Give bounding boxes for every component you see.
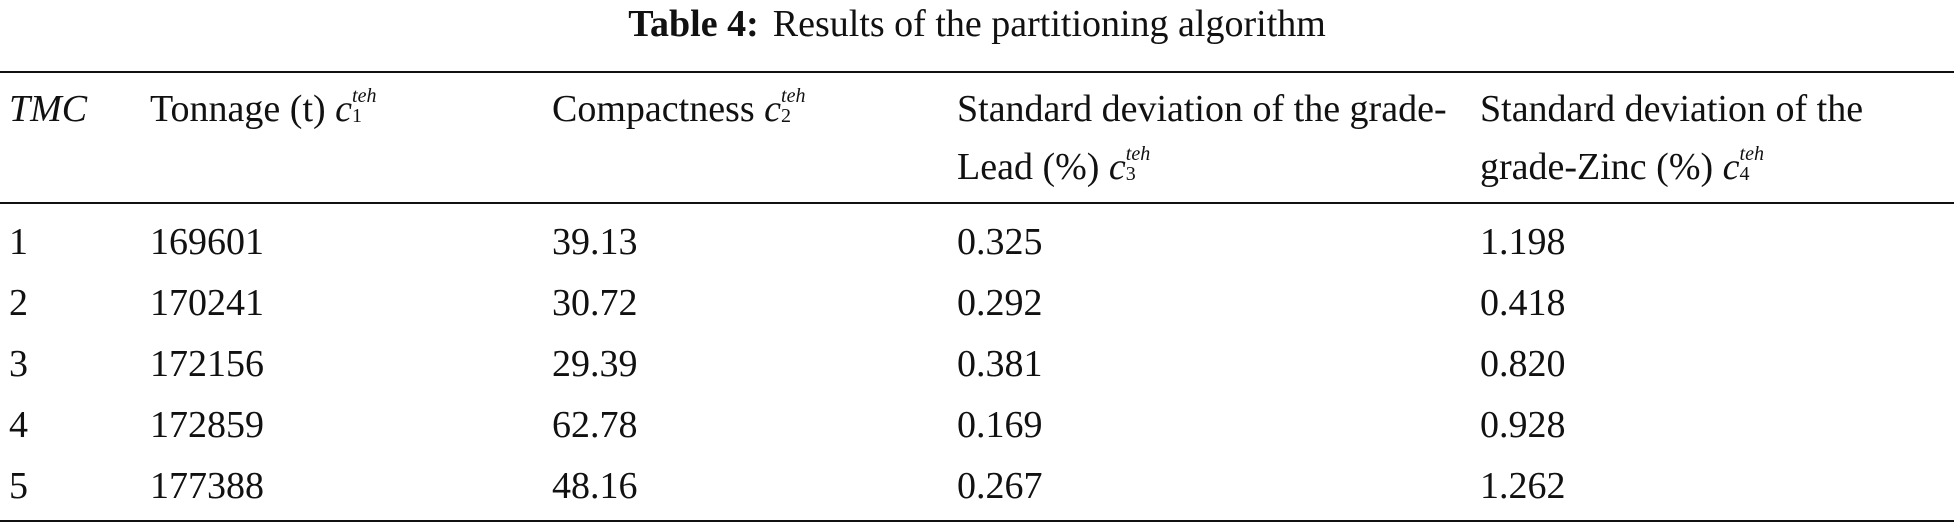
table-cell: 0.928 (1480, 404, 1566, 446)
mid-rule (0, 202, 1954, 204)
sub-sup: teh 2 (781, 86, 805, 126)
header-text: Standard deviation of the grade-Lead (%) (957, 88, 1447, 188)
header-symbol: c (1108, 146, 1126, 188)
table-cell: 0.267 (957, 465, 1043, 507)
header-cell: Compactness c teh 2 (552, 80, 942, 138)
table-cell: 0.325 (957, 221, 1043, 263)
table-cell: 172859 (150, 404, 264, 446)
caption-label: Table 4: (628, 3, 759, 45)
header-symbol: c (335, 88, 353, 130)
bottom-rule (0, 520, 1954, 522)
header-symbol: TMC (9, 88, 88, 130)
header-symbol: c (764, 88, 782, 130)
table-cell: 2 (9, 282, 28, 324)
table-cell: 177388 (150, 465, 264, 507)
header-symbol: c (1722, 146, 1740, 188)
table-cell: 0.292 (957, 282, 1043, 324)
top-rule (0, 71, 1954, 73)
table-cell: 172156 (150, 343, 264, 385)
table-cell: 1 (9, 221, 28, 263)
header-text: Standard deviation of the grade-Zinc (%) (1480, 88, 1864, 188)
table-cell: 0.169 (957, 404, 1043, 446)
table-cell: 0.381 (957, 343, 1043, 385)
table-cell: 3 (9, 343, 28, 385)
caption-text: Results of the partitioning algorithm (772, 3, 1326, 45)
table-caption: Table 4: Results of the partitioning algo… (0, 2, 1954, 46)
table-cell: 4 (9, 404, 28, 446)
superscript: teh (352, 85, 377, 108)
superscript: teh (1125, 143, 1151, 166)
table-cell: 1.262 (1480, 465, 1566, 507)
table-cell: 39.13 (552, 221, 638, 263)
sub-sup: teh 4 (1740, 144, 1764, 184)
header-cell: Tonnage (t) c teh 1 (150, 80, 540, 138)
subscript: 1 (352, 105, 363, 128)
sub-sup: teh 1 (352, 86, 376, 126)
header-text: Tonnage (t) (150, 88, 326, 130)
subscript: 2 (781, 105, 792, 128)
table-cell: 48.16 (552, 465, 638, 507)
table-cell: 170241 (150, 282, 264, 324)
header-cell: Standard deviation of the grade-Lead (%)… (957, 80, 1472, 196)
header-text: Compactness (552, 88, 755, 130)
table-cell: 0.418 (1480, 282, 1566, 324)
header-cell: TMC (9, 80, 139, 138)
header-cell: Standard deviation of the grade-Zinc (%)… (1480, 80, 1950, 196)
table-cell: 0.820 (1480, 343, 1566, 385)
table-cell: 5 (9, 465, 28, 507)
subscript: 3 (1125, 163, 1136, 186)
table-cell: 30.72 (552, 282, 638, 324)
subscript: 4 (1739, 163, 1750, 186)
table-cell: 169601 (150, 221, 264, 263)
table-cell: 1.198 (1480, 221, 1566, 263)
table-cell: 62.78 (552, 404, 638, 446)
superscript: teh (1739, 143, 1764, 166)
superscript: teh (781, 85, 806, 108)
sub-sup: teh 3 (1126, 144, 1150, 184)
table-cell: 29.39 (552, 343, 638, 385)
